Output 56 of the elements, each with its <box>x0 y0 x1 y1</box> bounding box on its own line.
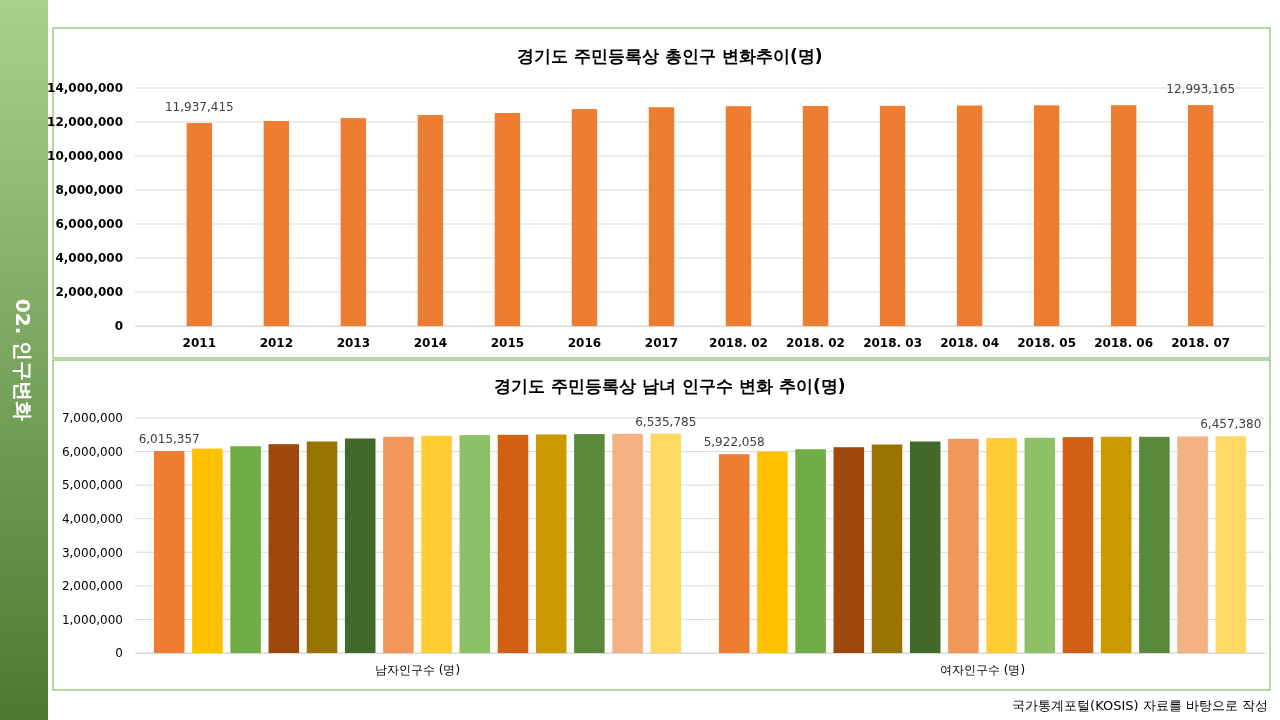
text: 02. 인구변화 <box>11 298 35 422</box>
x-tick-label: 2013 <box>336 335 371 350</box>
x-tick-label: 2011 <box>182 335 217 350</box>
bar <box>263 120 290 326</box>
x-tick-label: 2018. 02 <box>709 335 768 350</box>
y-tick-label: 0 <box>115 646 123 661</box>
bar <box>494 112 521 326</box>
x-tick-label: 2018. 06 <box>1094 335 1154 350</box>
bar <box>571 109 598 326</box>
x-tick-label: 2017 <box>644 335 679 350</box>
y-tick-label: 2,000,000 <box>61 579 123 594</box>
y-tick-label: 6,000,000 <box>55 217 123 232</box>
y-tick-label: 7,000,000 <box>61 411 123 426</box>
y-tick-label: 1,000,000 <box>61 612 123 627</box>
bar <box>956 105 983 326</box>
data-label: 11,937,415 <box>164 100 234 115</box>
bar <box>1187 105 1214 326</box>
x-tick-label: 2014 <box>413 335 448 350</box>
x-tick-label: 2016 <box>567 335 602 350</box>
text: 국가통계포털(KOSIS) 자료를 바탕으로 작성 <box>1012 698 1268 713</box>
bar <box>802 106 829 326</box>
y-tick-label: 3,000,000 <box>61 545 123 560</box>
bar <box>725 106 752 326</box>
y-tick-label: 4,000,000 <box>55 251 123 266</box>
bar <box>186 123 213 326</box>
x-tick-label: 2018. 05 <box>1017 335 1077 350</box>
x-tick-label: 2012 <box>259 335 294 350</box>
y-tick-label: 8,000,000 <box>55 183 123 198</box>
y-tick-label: 4,000,000 <box>61 512 123 527</box>
data-label: 6,535,785 <box>635 414 697 429</box>
data-label: 5,922,058 <box>703 435 765 450</box>
y-tick-label: 6,000,000 <box>61 444 123 459</box>
bar <box>1033 105 1060 326</box>
bar <box>879 105 906 326</box>
data-label: 6,457,380 <box>1200 417 1262 432</box>
chart-title: 경기도 주민등록상 총인구 변화추이(명) <box>517 46 823 66</box>
x-tick-label: 2018. 02 <box>786 335 845 350</box>
y-tick-label: 2,000,000 <box>55 285 123 300</box>
x-tick-label: 2015 <box>490 335 525 350</box>
bar <box>648 107 675 326</box>
bar <box>340 118 367 326</box>
x-tick-label: 2018. 04 <box>940 335 1000 350</box>
x-tick-label: 여자인구수 (명) <box>939 662 1026 677</box>
y-tick-label: 12,000,000 <box>47 115 123 130</box>
data-label: 6,015,357 <box>138 432 200 447</box>
bar <box>417 115 444 326</box>
chart-title: 경기도 주민등록상 남녀 인구수 변화 추이(명) <box>494 376 846 396</box>
x-tick-label: 2018. 03 <box>863 335 922 350</box>
y-tick-label: 10,000,000 <box>47 149 123 164</box>
y-tick-label: 14,000,000 <box>47 81 123 96</box>
x-tick-label: 남자인구수 (명) <box>374 662 461 677</box>
bar <box>1110 105 1137 326</box>
y-tick-label: 0 <box>114 319 123 334</box>
data-label: 12,993,165 <box>1166 82 1236 97</box>
y-tick-label: 5,000,000 <box>61 478 123 493</box>
x-tick-label: 2018. 07 <box>1171 335 1231 350</box>
